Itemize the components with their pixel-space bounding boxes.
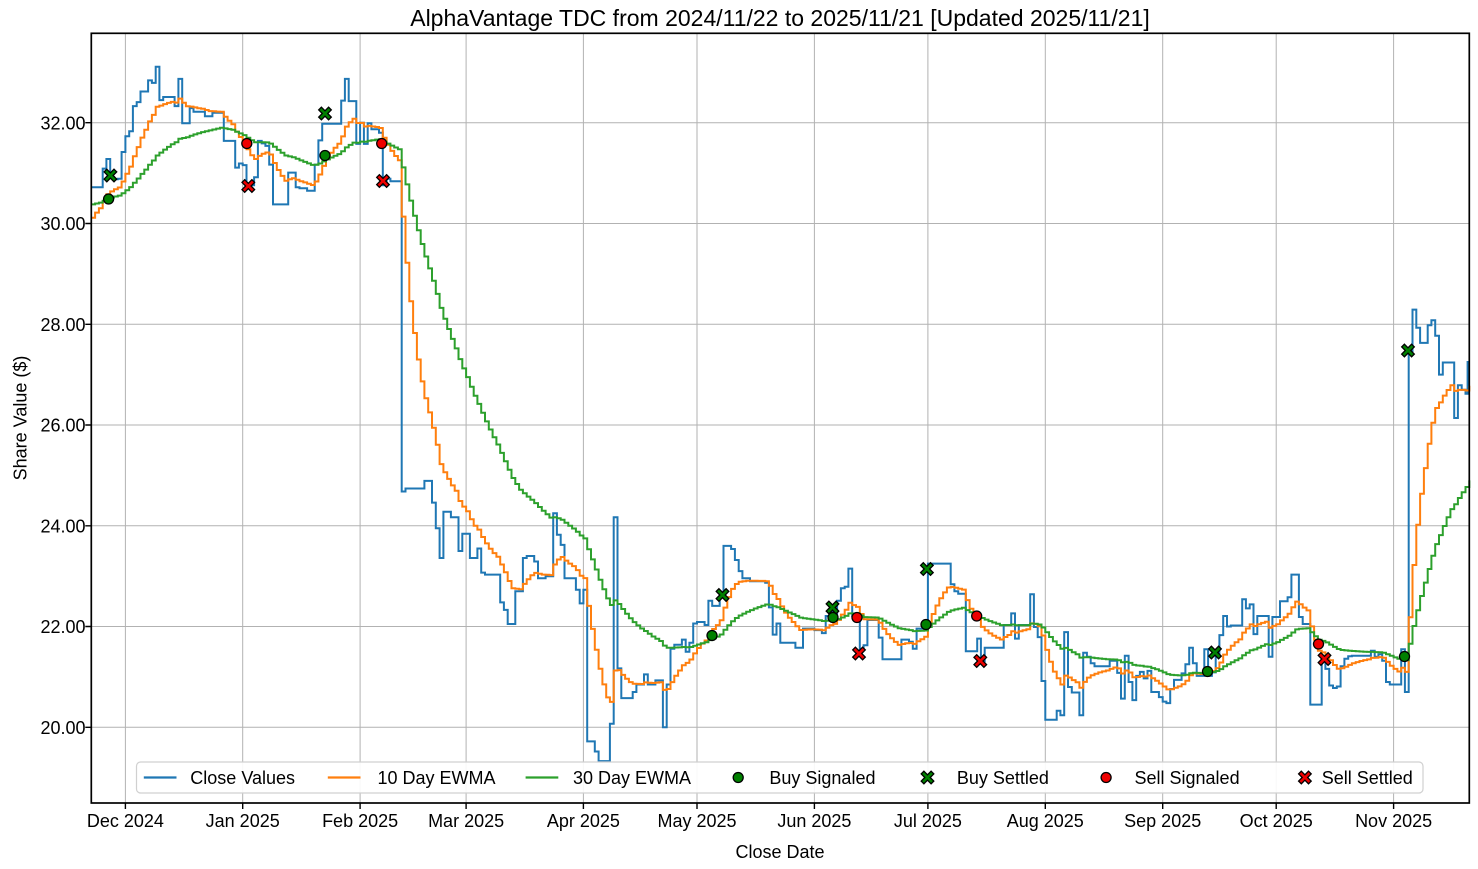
svg-text:30.00: 30.00 [40, 214, 85, 234]
svg-text:Sep 2025: Sep 2025 [1124, 811, 1201, 831]
svg-text:Sell Settled: Sell Settled [1322, 768, 1413, 788]
svg-text:32.00: 32.00 [40, 113, 85, 133]
svg-text:24.00: 24.00 [40, 516, 85, 536]
svg-text:26.00: 26.00 [40, 416, 85, 436]
svg-text:Jun 2025: Jun 2025 [777, 811, 851, 831]
svg-text:Feb 2025: Feb 2025 [322, 811, 398, 831]
svg-text:Dec 2024: Dec 2024 [87, 811, 164, 831]
svg-text:Jan 2025: Jan 2025 [206, 811, 280, 831]
svg-text:22.00: 22.00 [40, 617, 85, 637]
svg-text:30 Day EWMA: 30 Day EWMA [573, 768, 691, 788]
svg-text:Share Value ($): Share Value ($) [11, 356, 31, 481]
svg-text:Mar 2025: Mar 2025 [428, 811, 504, 831]
svg-text:10 Day EWMA: 10 Day EWMA [378, 768, 496, 788]
svg-text:Close Date: Close Date [735, 842, 824, 862]
svg-text:Buy Settled: Buy Settled [957, 768, 1049, 788]
svg-text:28.00: 28.00 [40, 315, 85, 335]
svg-text:Oct 2025: Oct 2025 [1240, 811, 1313, 831]
svg-text:Jul 2025: Jul 2025 [894, 811, 962, 831]
svg-text:Buy Signaled: Buy Signaled [769, 768, 875, 788]
svg-text:Sell Signaled: Sell Signaled [1135, 768, 1240, 788]
svg-text:AlphaVantage TDC from 2024/11/: AlphaVantage TDC from 2024/11/22 to 2025… [410, 5, 1150, 31]
svg-text:Close Values: Close Values [190, 768, 295, 788]
svg-text:Nov 2025: Nov 2025 [1355, 811, 1432, 831]
svg-text:Apr 2025: Apr 2025 [547, 811, 620, 831]
svg-text:Aug 2025: Aug 2025 [1007, 811, 1084, 831]
svg-text:20.00: 20.00 [40, 718, 85, 738]
svg-text:May 2025: May 2025 [657, 811, 736, 831]
